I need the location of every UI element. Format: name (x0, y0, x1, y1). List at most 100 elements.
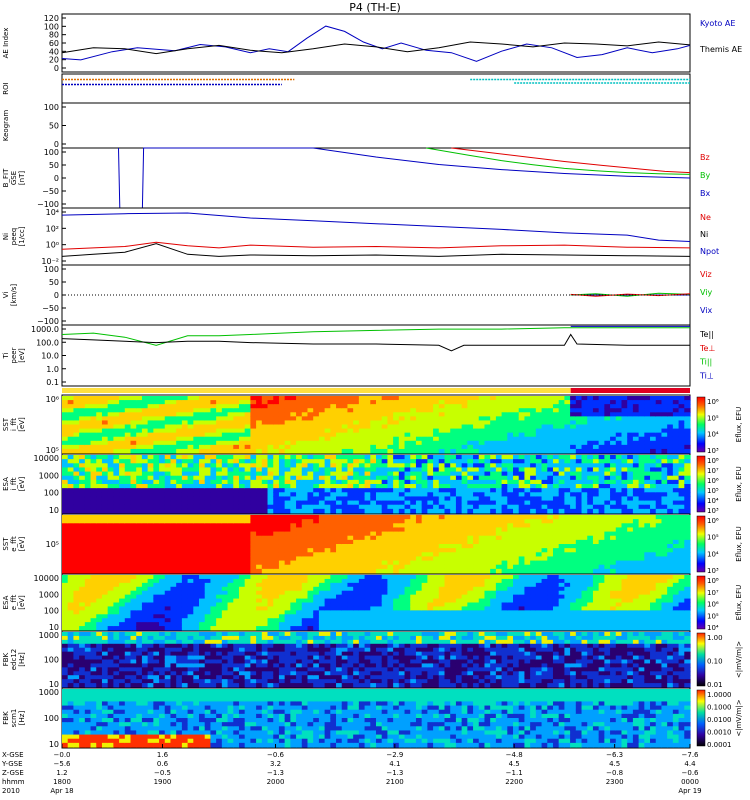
spectrogram-cell (330, 564, 337, 570)
spectrogram-cell (473, 436, 480, 442)
spectrogram-cell (615, 479, 623, 485)
spectrogram-cell (387, 568, 394, 574)
spectrogram-cell (604, 444, 611, 450)
spectrogram-cell (381, 479, 389, 485)
spectrogram-cell (547, 556, 554, 562)
spectrogram-cell (667, 424, 674, 430)
spectrogram-cell (610, 432, 617, 438)
spectrogram-cell (644, 467, 651, 473)
spectrogram-cell (141, 432, 149, 438)
spectrogram-cell (341, 556, 349, 562)
spectrogram-cell (501, 440, 508, 446)
spectrogram-cell (621, 475, 628, 481)
axis-label: [nT] (18, 171, 26, 185)
tick-label: 50 (49, 122, 59, 131)
spectrogram-cell (495, 471, 503, 477)
spectrogram-cell (364, 560, 371, 566)
spectrogram-cell (661, 412, 668, 417)
spectrogram-cell (581, 463, 588, 469)
spectrogram-cell (570, 400, 577, 405)
spectrogram-cell (433, 552, 440, 558)
spectrogram-cell (524, 432, 531, 438)
spectrogram-cell (164, 424, 172, 430)
spectrogram-cell (638, 552, 645, 558)
spectrogram-cell (73, 564, 80, 570)
spectrogram-cell (484, 467, 491, 473)
spectrogram-cell (530, 459, 537, 464)
spectrogram-cell (467, 556, 474, 562)
spectrogram-cell (364, 492, 371, 498)
spectrogram-cell (181, 440, 189, 446)
spectrogram-cell (90, 515, 97, 520)
spectrogram-cell (313, 484, 320, 489)
spectrogram-cell (290, 523, 297, 529)
spectrogram-cell (444, 519, 451, 524)
spectrogram-cell (421, 496, 428, 502)
spectrogram-cell (455, 448, 463, 454)
spectrogram-cell (313, 539, 320, 545)
spectrogram-cell (461, 523, 468, 529)
series-By (426, 147, 691, 175)
spectrogram-cell (159, 531, 166, 537)
spectrogram-cell (107, 626, 114, 631)
spectrogram-cell (284, 568, 291, 574)
spectrogram-cell (67, 488, 75, 493)
spectrogram-cell (296, 484, 303, 489)
spectrogram-cell (124, 408, 132, 413)
spectrogram-cell (655, 424, 663, 430)
spectrogram-cell (507, 467, 514, 473)
spectrogram-cell (244, 408, 251, 413)
spectrogram-cell (204, 496, 212, 502)
spectrogram-cell (124, 610, 132, 615)
spectrogram-cell (256, 492, 263, 498)
spectrogram-cell (233, 523, 240, 529)
spectrogram-cell (267, 539, 274, 545)
spectrogram-cell (62, 610, 69, 615)
spectrogram-cell (421, 519, 428, 524)
spectrogram-cell (187, 519, 194, 524)
spectrogram-cell (604, 471, 611, 477)
spectrogram-cell (541, 496, 548, 502)
spectrogram-cell (393, 471, 400, 477)
spectrogram-cell (490, 455, 497, 460)
spectrogram-cell (387, 416, 394, 422)
spectrogram-cell (495, 508, 503, 514)
spectrogram-cell (353, 519, 360, 524)
spectrogram-cell (610, 467, 617, 473)
spectrogram-cell (307, 539, 314, 545)
colorbar (696, 396, 706, 453)
spectrogram-cell (164, 400, 172, 405)
spectrogram-cell (113, 575, 120, 580)
spectrogram-cell (153, 492, 160, 498)
spectrogram-cell (421, 436, 428, 442)
spectrogram-cell (644, 544, 651, 549)
spectrogram-cell (381, 396, 389, 401)
spectrogram-cell (176, 500, 183, 506)
spectrogram-cell (73, 479, 80, 485)
spectrogram-cell (313, 519, 320, 524)
spectrogram-cell (398, 564, 406, 570)
spectrogram-cell (204, 455, 212, 460)
spectrogram-cell (153, 408, 160, 413)
spectrogram-cell (541, 544, 548, 549)
spectrogram-cell (90, 448, 97, 454)
spectrogram-cell (141, 552, 149, 558)
spectrogram-cell (467, 515, 474, 520)
spectrogram-cell (558, 400, 565, 405)
spectrogram-cell (67, 527, 75, 533)
spectrogram-cell (381, 436, 389, 442)
spectrogram-cell (621, 527, 628, 533)
spectrogram-cell (484, 527, 491, 533)
spectrogram-cell (530, 539, 537, 545)
spectrogram-cell (398, 519, 406, 524)
spectrogram-cell (376, 408, 383, 413)
spectrogram-cell (227, 459, 234, 464)
spectrogram-cell (318, 463, 326, 469)
spectrogram-cell (592, 515, 600, 520)
spectrogram-cell (621, 420, 628, 426)
spectrogram-cell (90, 496, 97, 502)
spectrogram-cell (667, 436, 674, 442)
spectrogram-cell (370, 416, 377, 422)
spectrogram-cell (370, 552, 377, 558)
spectrogram-cell (655, 504, 663, 510)
